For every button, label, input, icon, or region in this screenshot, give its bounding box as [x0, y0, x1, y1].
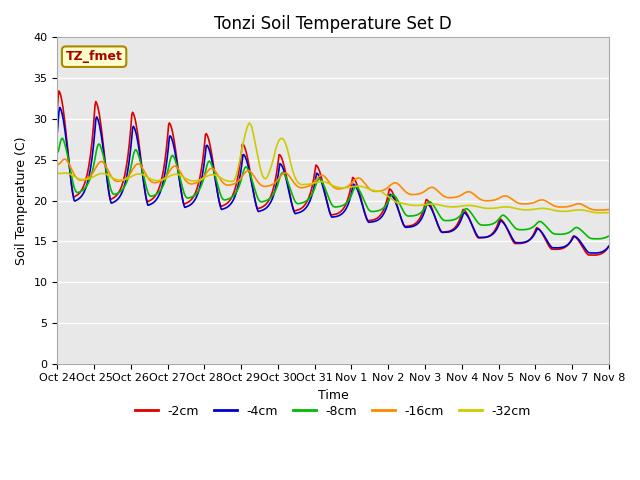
Line: -4cm: -4cm	[58, 108, 609, 253]
-16cm	[177, 170, 185, 176]
-4cm	[56, 105, 63, 110]
-32cm	[176, 172, 184, 178]
-4cm	[605, 243, 612, 249]
-2cm	[177, 186, 185, 192]
-16cm	[121, 176, 129, 182]
-32cm	[401, 201, 409, 207]
-4cm	[401, 224, 409, 229]
-4cm	[64, 154, 72, 159]
-2cm	[605, 243, 612, 249]
-2cm	[55, 88, 63, 94]
-4cm	[591, 250, 598, 256]
-8cm	[593, 236, 601, 242]
-32cm	[63, 170, 71, 176]
-32cm	[596, 210, 604, 216]
-16cm	[401, 188, 409, 194]
-2cm	[206, 142, 214, 148]
Legend: -2cm, -4cm, -8cm, -16cm, -32cm: -2cm, -4cm, -8cm, -16cm, -32cm	[130, 400, 536, 423]
-2cm	[401, 224, 409, 229]
-2cm	[64, 151, 72, 157]
-2cm	[417, 213, 425, 219]
Line: -2cm: -2cm	[58, 91, 609, 255]
-8cm	[121, 183, 129, 189]
-4cm	[417, 217, 425, 223]
-32cm	[245, 120, 253, 126]
-4cm	[177, 187, 185, 192]
Line: -8cm: -8cm	[58, 138, 609, 239]
Title: Tonzi Soil Temperature Set D: Tonzi Soil Temperature Set D	[214, 15, 452, 33]
-2cm	[121, 171, 129, 177]
-32cm	[54, 170, 61, 176]
-8cm	[177, 179, 185, 184]
-8cm	[605, 233, 612, 239]
Text: TZ_fmet: TZ_fmet	[66, 50, 122, 63]
-16cm	[417, 191, 425, 196]
-2cm	[54, 105, 61, 111]
-8cm	[54, 150, 61, 156]
-32cm	[120, 177, 128, 182]
-8cm	[58, 135, 66, 141]
-16cm	[61, 156, 69, 162]
-8cm	[206, 159, 214, 165]
-4cm	[54, 129, 61, 134]
-32cm	[205, 172, 213, 178]
-2cm	[589, 252, 597, 258]
X-axis label: Time: Time	[317, 389, 349, 402]
Line: -16cm: -16cm	[58, 159, 609, 210]
Line: -32cm: -32cm	[58, 123, 609, 213]
-4cm	[206, 150, 214, 156]
-32cm	[417, 203, 425, 208]
-8cm	[417, 210, 425, 216]
-16cm	[54, 162, 61, 168]
Y-axis label: Soil Temperature (C): Soil Temperature (C)	[15, 136, 28, 265]
-16cm	[64, 160, 72, 166]
-16cm	[605, 207, 612, 213]
-32cm	[605, 210, 612, 216]
-16cm	[206, 166, 214, 172]
-8cm	[401, 211, 409, 216]
-16cm	[596, 207, 604, 213]
-8cm	[64, 156, 72, 161]
-4cm	[121, 181, 129, 187]
